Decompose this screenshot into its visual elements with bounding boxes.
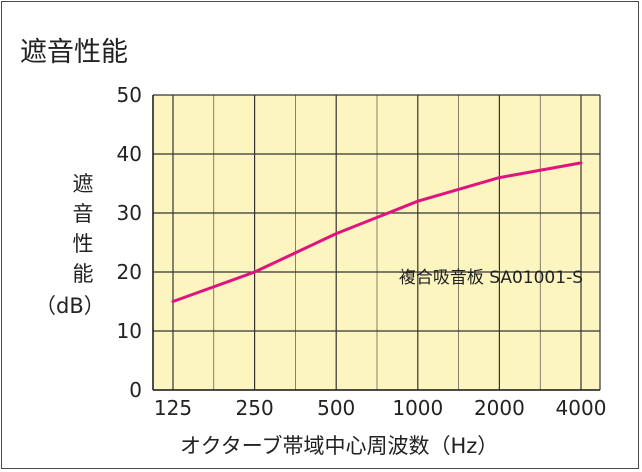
y-tick-label: 30 bbox=[117, 201, 142, 225]
x-tick-label: 125 bbox=[154, 396, 192, 420]
plot-area bbox=[153, 95, 600, 390]
x-tick-label: 250 bbox=[236, 396, 274, 420]
y-tick-label: 50 bbox=[117, 83, 142, 107]
y-axis-label-char: 遮 bbox=[72, 172, 94, 196]
y-tick-label: 20 bbox=[117, 260, 142, 284]
series-label: 複合吸音板 SA01001-S bbox=[399, 268, 583, 288]
y-tick-label: 40 bbox=[117, 142, 142, 166]
x-tick-label: 2000 bbox=[474, 396, 525, 420]
x-tick-label: 1000 bbox=[392, 396, 443, 420]
y-tick-label: 0 bbox=[129, 378, 142, 402]
y-tick-label: 10 bbox=[117, 319, 142, 343]
y-axis-label-char: 音 bbox=[72, 202, 94, 226]
y-axis-label-char: 能 bbox=[72, 262, 94, 286]
x-axis-label: オクターブ帯域中心周波数（Hz） bbox=[180, 434, 499, 458]
page-title: 遮音性能 bbox=[20, 37, 128, 68]
y-axis-label-char: 性 bbox=[72, 232, 94, 256]
x-tick-label: 4000 bbox=[556, 396, 607, 420]
x-tick-label: 500 bbox=[317, 396, 355, 420]
series-line bbox=[171, 161, 583, 303]
y-axis-unit-label: （dB） bbox=[35, 294, 105, 318]
